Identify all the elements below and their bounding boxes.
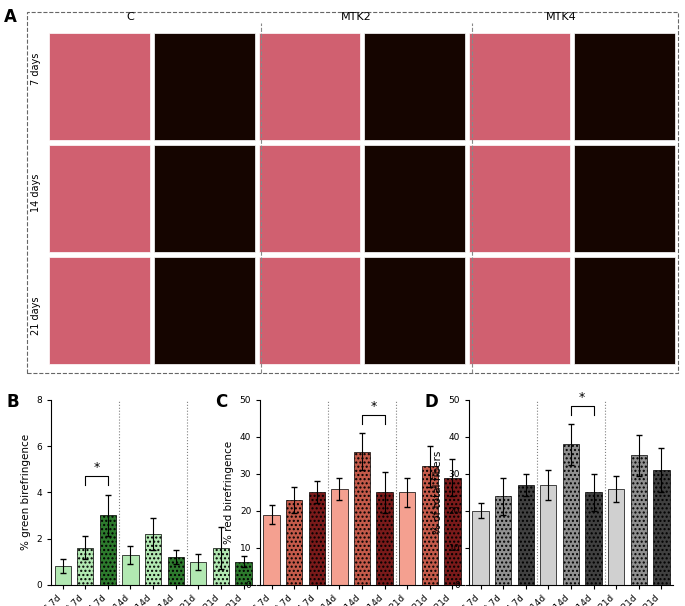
Bar <box>518 485 534 585</box>
Bar <box>563 444 579 585</box>
Text: 7 days: 7 days <box>31 53 41 85</box>
Bar <box>631 456 647 585</box>
Y-axis label: % of total fibers: % of total fibers <box>433 451 443 534</box>
Bar <box>575 33 675 141</box>
Text: 14 days: 14 days <box>31 173 41 211</box>
Bar <box>264 514 279 585</box>
Bar <box>586 492 601 585</box>
Bar <box>399 492 415 585</box>
Bar <box>354 451 370 585</box>
Text: MTK4: MTK4 <box>547 12 577 22</box>
Bar <box>473 511 488 585</box>
Text: C: C <box>216 393 228 411</box>
Bar <box>364 257 465 364</box>
Text: *: * <box>579 391 586 404</box>
Bar <box>364 145 465 252</box>
Bar <box>422 467 438 585</box>
Bar <box>332 488 347 585</box>
Text: C: C <box>126 12 134 22</box>
Text: A: A <box>3 8 16 25</box>
Text: B: B <box>7 393 19 411</box>
Bar <box>260 33 360 141</box>
Bar <box>469 33 571 141</box>
Bar <box>49 257 150 364</box>
Bar <box>309 492 325 585</box>
Bar <box>213 548 229 585</box>
Bar <box>286 500 302 585</box>
Bar <box>77 548 93 585</box>
Bar <box>49 145 150 252</box>
Bar <box>154 257 256 364</box>
Bar <box>540 485 556 585</box>
Bar <box>236 562 251 585</box>
Bar <box>608 488 624 585</box>
Y-axis label: % red birefringence: % red birefringence <box>224 441 234 544</box>
Bar <box>495 496 511 585</box>
Bar <box>469 257 571 364</box>
Bar <box>469 145 571 252</box>
Text: MTK2: MTK2 <box>341 12 371 22</box>
Bar <box>575 257 675 364</box>
Bar <box>100 516 116 585</box>
Bar <box>260 145 360 252</box>
Bar <box>445 478 460 585</box>
Bar <box>377 492 393 585</box>
Bar <box>123 554 138 585</box>
Bar <box>364 33 465 141</box>
Text: *: * <box>370 400 377 413</box>
Bar <box>260 257 360 364</box>
Bar <box>653 470 669 585</box>
Bar <box>145 534 161 585</box>
Y-axis label: % green birefringence: % green birefringence <box>21 435 31 550</box>
Text: D: D <box>425 393 438 411</box>
Text: *: * <box>93 461 100 474</box>
Bar <box>168 557 184 585</box>
Bar <box>190 562 206 585</box>
Bar <box>575 145 675 252</box>
Bar <box>55 566 71 585</box>
Bar <box>154 33 256 141</box>
Text: 21 days: 21 days <box>31 296 41 335</box>
Bar <box>154 145 256 252</box>
Bar <box>49 33 150 141</box>
